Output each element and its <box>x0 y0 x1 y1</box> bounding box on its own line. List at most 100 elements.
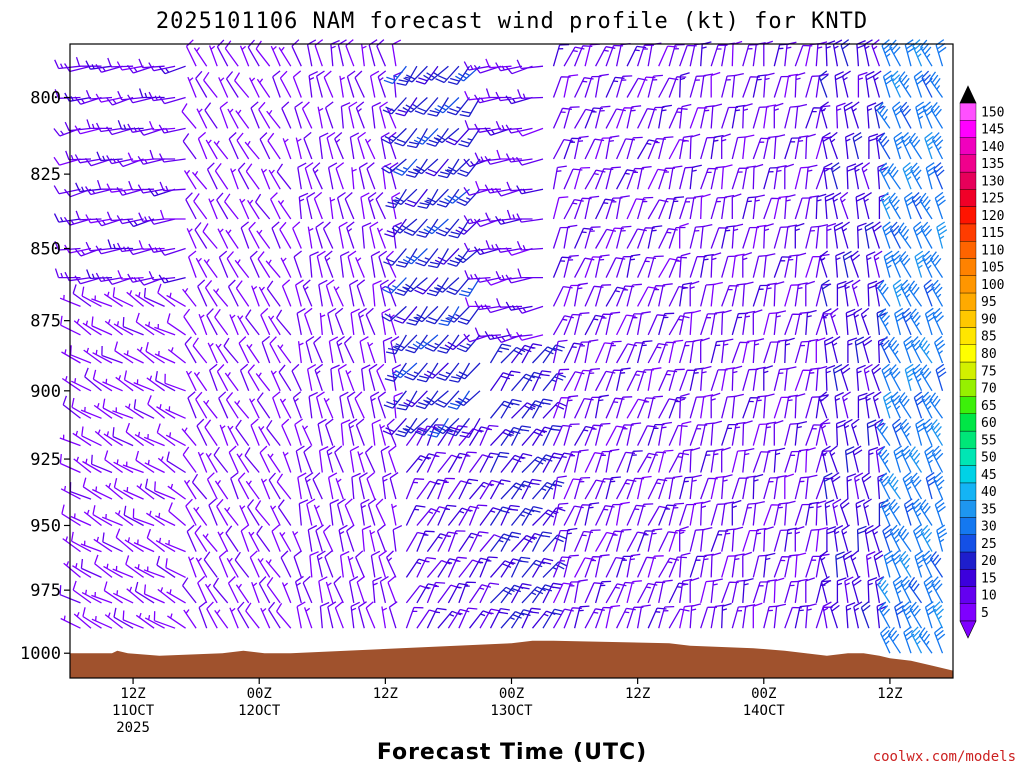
x-tick-label: 14OCT <box>743 703 786 719</box>
wind-barb <box>237 601 250 629</box>
wind-barb <box>841 391 851 419</box>
wind-barb <box>912 363 924 392</box>
wind-barb <box>889 221 902 249</box>
wind-barb <box>249 77 260 98</box>
wind-barb <box>339 391 349 419</box>
wind-barb <box>187 556 197 578</box>
y-tick-label: 950 <box>30 516 61 536</box>
wind-barb <box>159 153 186 163</box>
wind-barb <box>149 149 176 160</box>
wind-barb <box>521 428 546 447</box>
wind-barb <box>339 550 350 578</box>
colorbar-label: 10 <box>981 589 997 604</box>
wind-barb <box>668 397 687 419</box>
wind-barb <box>820 279 831 307</box>
wind-barb <box>266 577 281 604</box>
wind-barb <box>563 554 579 578</box>
wind-barb <box>574 108 596 129</box>
wind-barb <box>879 162 891 190</box>
wind-barb <box>133 379 155 392</box>
wind-barb <box>297 341 304 364</box>
wind-barb <box>458 128 481 148</box>
wind-barb <box>455 362 481 380</box>
wind-barb <box>372 280 382 307</box>
wind-barb <box>137 184 165 194</box>
colorbar-label: 75 <box>981 364 997 379</box>
wind-barb <box>382 277 407 294</box>
wind-barb <box>563 423 580 446</box>
wind-barb <box>434 248 460 265</box>
wind-barb <box>830 162 841 190</box>
wind-barb <box>154 323 176 336</box>
wind-barb <box>763 223 774 249</box>
wind-barb <box>668 529 686 552</box>
wind-barb <box>435 390 460 408</box>
wind-barb <box>542 608 564 629</box>
wind-barb <box>901 601 914 629</box>
wind-barb <box>636 311 651 336</box>
wind-barb <box>594 422 611 446</box>
wind-barb <box>584 285 604 307</box>
wind-barb <box>384 218 407 238</box>
wind-barb <box>423 218 449 235</box>
wind-barb <box>668 196 685 220</box>
wind-barb <box>376 39 386 67</box>
wind-barb <box>227 108 239 129</box>
wind-barb <box>573 282 588 307</box>
wind-barb <box>357 307 367 336</box>
wind-barb <box>521 343 543 364</box>
wind-barb <box>205 452 218 473</box>
wind-barb <box>426 479 448 500</box>
wind-barb <box>925 472 937 500</box>
wind-barb <box>815 500 827 526</box>
wind-barb <box>853 307 863 336</box>
wind-barb <box>915 101 927 129</box>
wind-barb <box>832 498 842 526</box>
wind-barb <box>495 215 523 225</box>
wind-barb <box>647 478 668 500</box>
wind-barb <box>731 253 745 278</box>
wind-barb <box>117 270 144 280</box>
wind-barb <box>187 391 197 419</box>
wind-barb <box>552 368 570 391</box>
wind-barb <box>307 226 314 249</box>
wind-barb <box>92 505 113 527</box>
colorbar-swatch <box>959 275 977 294</box>
wind-barb <box>126 586 145 604</box>
wind-barb <box>854 336 865 364</box>
wind-barb <box>394 127 418 147</box>
wind-barb <box>647 555 664 578</box>
wind-barb <box>379 424 387 446</box>
wind-barb <box>191 473 208 500</box>
wind-barb <box>65 150 92 161</box>
colorbar-label: 115 <box>981 226 1004 241</box>
wind-barb <box>135 450 155 474</box>
colorbar-swatch <box>959 413 977 432</box>
wind-barb <box>542 373 567 392</box>
wind-barb <box>123 370 144 392</box>
wind-barb <box>845 601 856 629</box>
wind-barb <box>731 421 746 446</box>
wind-barb <box>731 40 743 67</box>
wind-barb <box>402 417 428 434</box>
wind-barb <box>240 221 250 249</box>
wind-barb <box>235 109 250 129</box>
wind-barb <box>240 524 250 552</box>
wind-barb <box>197 131 208 160</box>
wind-barb <box>668 502 685 526</box>
wind-barb <box>773 134 786 160</box>
wind-barb <box>92 349 113 364</box>
wind-barb <box>276 309 292 336</box>
wind-barb <box>294 418 303 446</box>
wind-barb <box>238 336 250 364</box>
wind-barb <box>468 504 488 526</box>
wind-barb <box>479 608 501 629</box>
wind-barb <box>213 288 229 307</box>
wind-barb <box>784 500 796 526</box>
wind-barb <box>531 557 554 578</box>
wind-barb <box>426 451 446 473</box>
wind-barb <box>437 504 457 526</box>
wind-barb <box>380 445 390 473</box>
wind-barb <box>215 343 229 364</box>
wind-barb <box>574 77 594 98</box>
